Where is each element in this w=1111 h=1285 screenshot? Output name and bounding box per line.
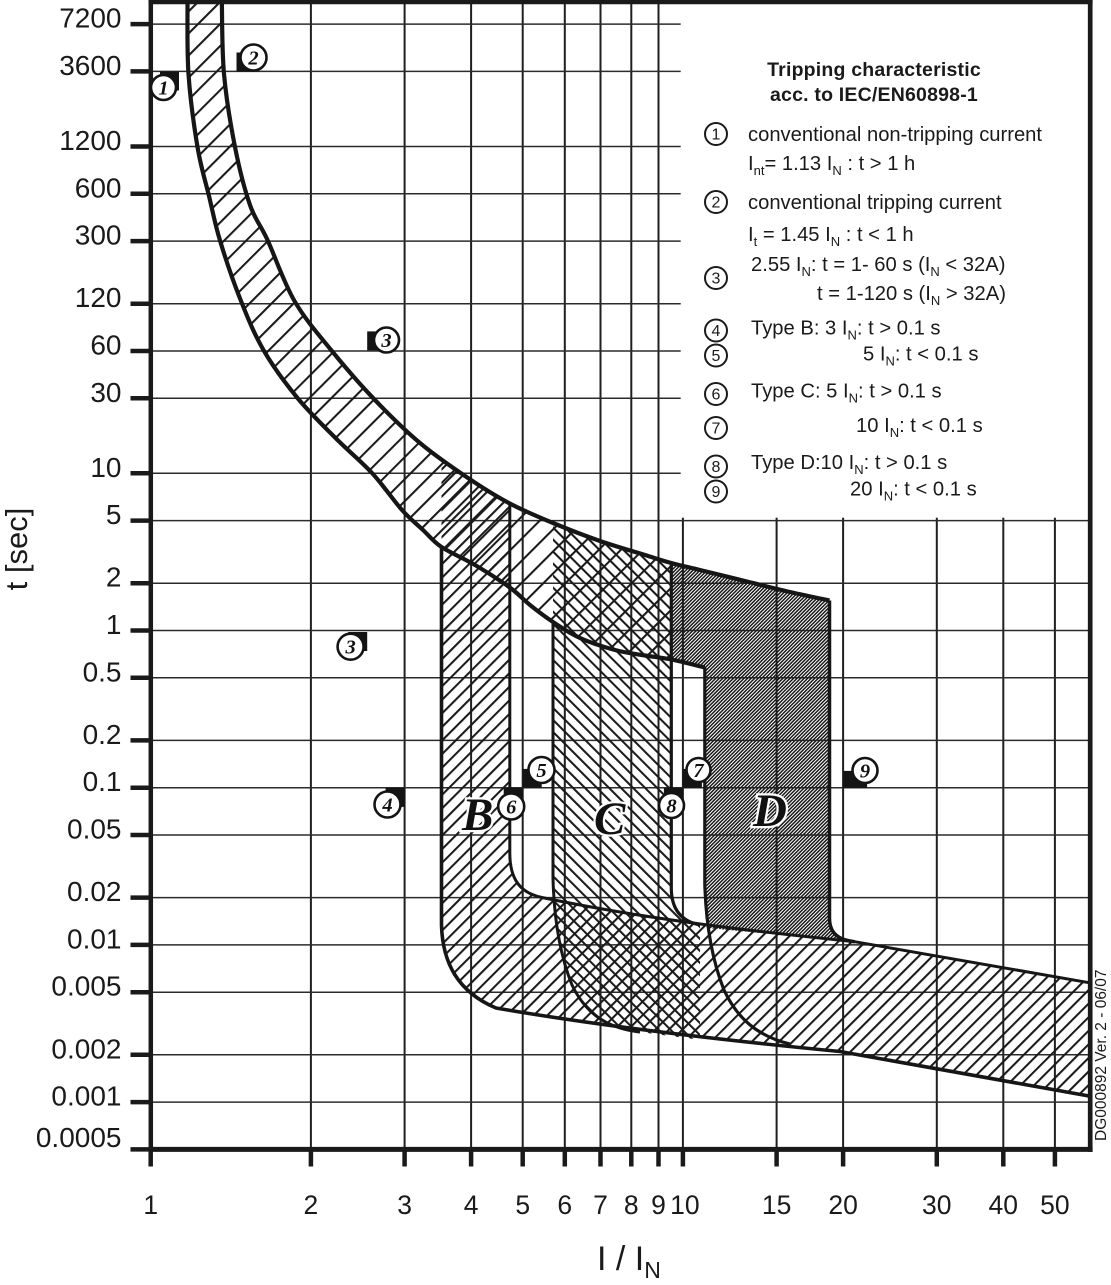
svg-text:4: 4 xyxy=(381,795,392,817)
svg-text:600: 600 xyxy=(75,172,122,203)
svg-text:Int= 1.13 IN : t > 1 h: Int= 1.13 IN : t > 1 h xyxy=(748,153,915,178)
svg-text:300: 300 xyxy=(75,220,122,251)
svg-text:9: 9 xyxy=(712,484,721,501)
svg-text:3: 3 xyxy=(712,271,721,288)
svg-text:0.005: 0.005 xyxy=(51,971,121,1002)
svg-text:7: 7 xyxy=(593,1190,608,1220)
svg-text:2: 2 xyxy=(106,562,122,593)
svg-text:0.002: 0.002 xyxy=(51,1033,121,1064)
svg-text:1200: 1200 xyxy=(59,125,121,156)
svg-text:40: 40 xyxy=(989,1190,1018,1220)
svg-text:Type B: 3 IN: t > 0.1 s: Type B: 3 IN: t > 0.1 s xyxy=(751,318,941,343)
svg-text:3: 3 xyxy=(344,637,355,659)
svg-text:0.02: 0.02 xyxy=(67,876,122,907)
svg-text:120: 120 xyxy=(75,282,122,313)
svg-text:20 IN: t < 0.1 s: 20 IN: t < 0.1 s xyxy=(850,479,977,504)
svg-text:2: 2 xyxy=(712,195,721,212)
svg-text:3600: 3600 xyxy=(59,50,121,81)
svg-text:2.55 IN: t = 1- 60 s (IN < 32A: 2.55 IN: t = 1- 60 s (IN < 32A) xyxy=(751,254,1005,279)
svg-text:50: 50 xyxy=(1040,1190,1069,1220)
svg-text:1: 1 xyxy=(712,127,721,144)
svg-text:t [sec]: t [sec] xyxy=(0,508,34,591)
svg-text:30: 30 xyxy=(922,1190,951,1220)
svg-text:10: 10 xyxy=(90,452,121,483)
svg-text:8: 8 xyxy=(624,1190,639,1220)
svg-text:5 IN: t < 0.1 s: 5 IN: t < 0.1 s xyxy=(863,344,978,369)
svg-text:30: 30 xyxy=(90,377,121,408)
svg-text:9: 9 xyxy=(651,1190,666,1220)
svg-text:0.0005: 0.0005 xyxy=(36,1122,122,1153)
svg-text:Type C: 5 IN: t > 0.1 s: Type C: 5 IN: t > 0.1 s xyxy=(751,381,942,406)
svg-text:15: 15 xyxy=(762,1190,791,1220)
svg-text:D: D xyxy=(752,785,787,837)
svg-text:0.001: 0.001 xyxy=(51,1081,121,1112)
svg-text:60: 60 xyxy=(90,330,121,361)
svg-text:8: 8 xyxy=(712,459,721,476)
svg-text:6: 6 xyxy=(712,387,721,404)
svg-text:0.1: 0.1 xyxy=(83,766,122,797)
svg-text:0.01: 0.01 xyxy=(67,923,122,954)
svg-text:4: 4 xyxy=(712,323,721,340)
svg-text:0.2: 0.2 xyxy=(83,719,122,750)
svg-text:t = 1-120 s (IN > 32A): t = 1-120 s (IN > 32A) xyxy=(817,283,1006,308)
svg-text:1: 1 xyxy=(158,78,168,100)
svg-text:10: 10 xyxy=(670,1190,699,1220)
svg-text:7: 7 xyxy=(693,760,704,782)
svg-text:C: C xyxy=(594,793,626,845)
svg-text:1: 1 xyxy=(143,1190,158,1220)
svg-text:3: 3 xyxy=(380,330,391,352)
svg-text:7: 7 xyxy=(712,421,721,438)
svg-text:2: 2 xyxy=(247,48,258,70)
svg-text:6: 6 xyxy=(506,797,517,819)
svg-text:9: 9 xyxy=(860,761,870,783)
svg-text:5: 5 xyxy=(536,760,546,782)
svg-text:6: 6 xyxy=(557,1190,572,1220)
svg-text:acc. to IEC/EN60898-1: acc. to IEC/EN60898-1 xyxy=(770,84,978,106)
svg-text:5: 5 xyxy=(515,1190,530,1220)
svg-text:B: B xyxy=(461,789,493,841)
svg-text:0.5: 0.5 xyxy=(83,656,122,687)
svg-text:3: 3 xyxy=(397,1190,412,1220)
svg-text:Type D:10 IN: t > 0.1 s: Type D:10 IN: t > 0.1 s xyxy=(751,452,947,477)
svg-text:conventional non-tripping curr: conventional non-tripping current xyxy=(748,124,1042,146)
svg-text:5: 5 xyxy=(712,348,721,365)
svg-text:DG000892 Ver. 2 - 06/07: DG000892 Ver. 2 - 06/07 xyxy=(1093,970,1110,1141)
svg-text:10 IN: t < 0.1 s: 10 IN: t < 0.1 s xyxy=(856,415,983,440)
svg-text:7200: 7200 xyxy=(59,3,121,34)
svg-text:conventional tripping current: conventional tripping current xyxy=(748,192,1002,214)
svg-text:Tripping characteristic: Tripping characteristic xyxy=(767,59,981,81)
svg-text:20: 20 xyxy=(828,1190,857,1220)
svg-text:4: 4 xyxy=(464,1190,479,1220)
svg-text:2: 2 xyxy=(304,1190,319,1220)
svg-text:0.05: 0.05 xyxy=(67,814,122,845)
svg-text:1: 1 xyxy=(106,609,122,640)
svg-text:8: 8 xyxy=(666,796,676,818)
svg-text:5: 5 xyxy=(106,499,122,530)
